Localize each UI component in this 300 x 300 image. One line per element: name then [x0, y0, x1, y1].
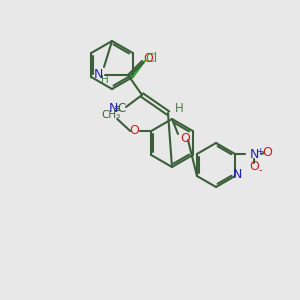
Text: O: O	[143, 52, 153, 64]
Text: CH₃: CH₃	[102, 110, 121, 120]
Text: O: O	[249, 160, 259, 173]
Text: -: -	[258, 165, 262, 175]
Text: N: N	[249, 148, 259, 160]
Text: H: H	[101, 75, 109, 85]
Text: C: C	[117, 101, 125, 115]
Text: O: O	[262, 146, 272, 158]
Text: H: H	[175, 103, 183, 116]
Text: O: O	[129, 124, 139, 137]
Text: +: +	[256, 146, 264, 155]
Text: O: O	[180, 133, 190, 146]
Text: N: N	[108, 101, 118, 115]
Text: Cl: Cl	[146, 52, 158, 65]
Text: N: N	[93, 68, 103, 82]
Text: N: N	[232, 169, 242, 182]
